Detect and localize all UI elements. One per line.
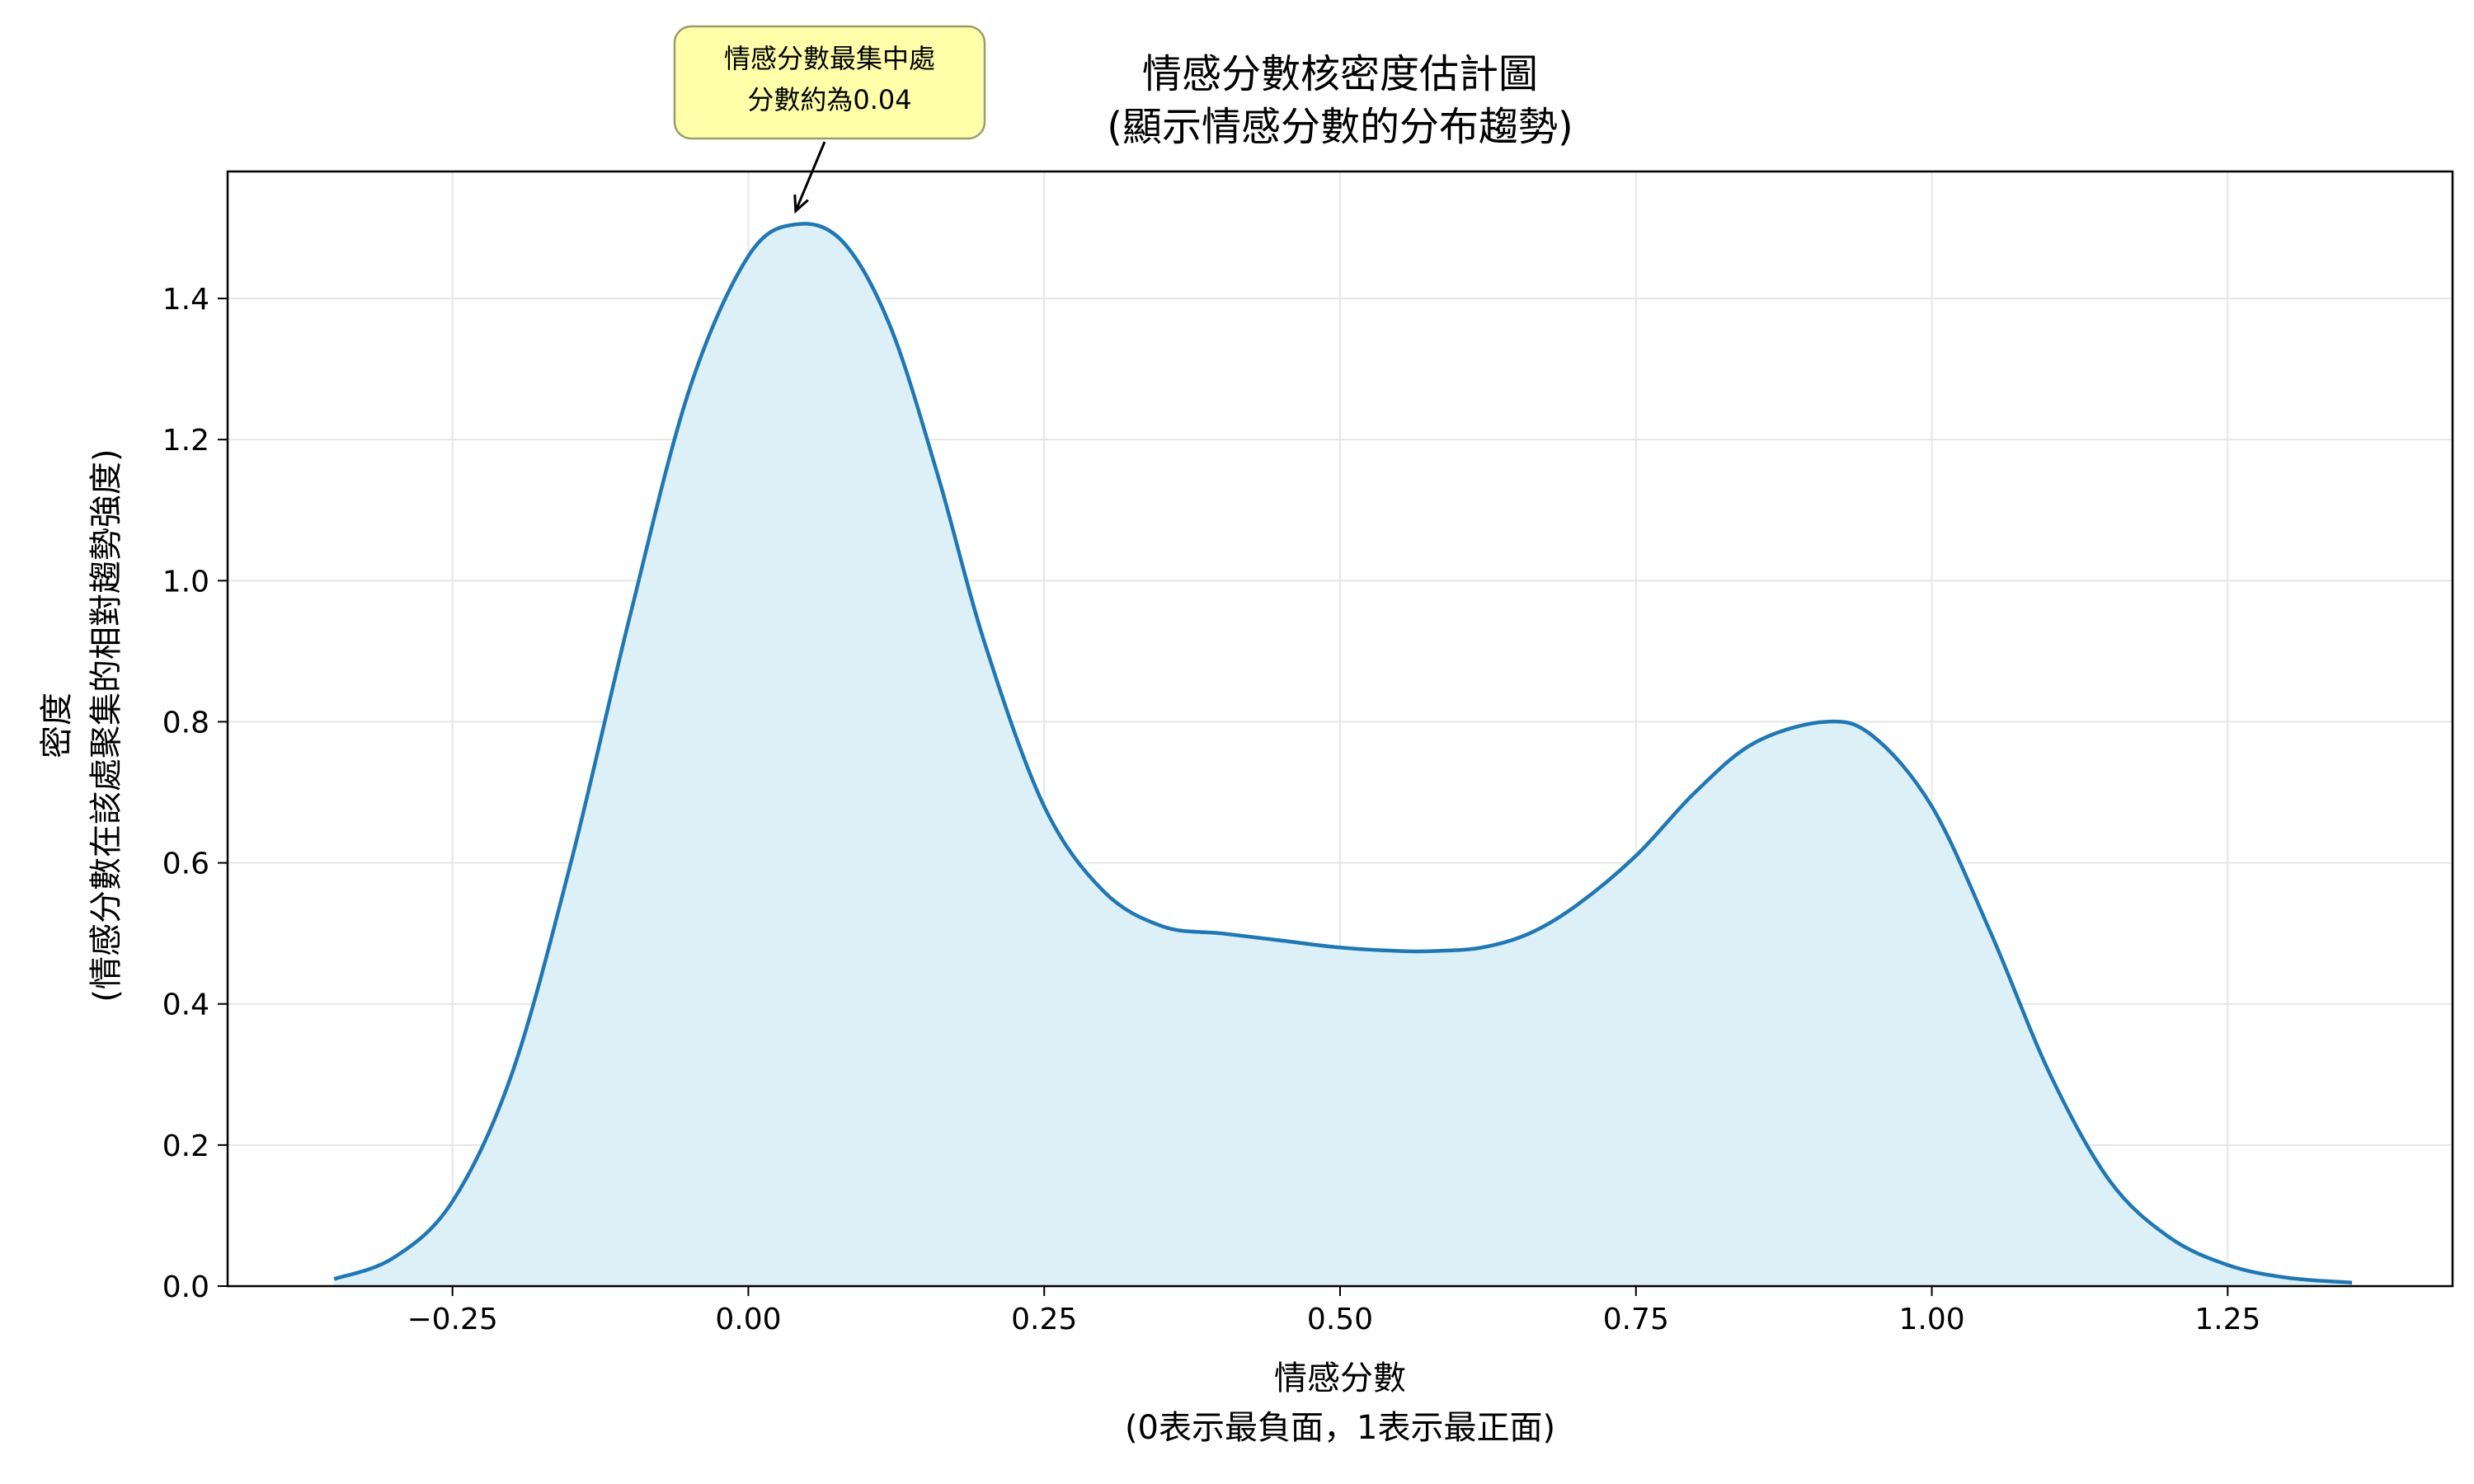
x-tick-label: 0.00 [715, 1303, 781, 1336]
x-axis-label-line2: (0表示最負面，1表示最正面) [1125, 1409, 1555, 1447]
x-tick-label: 0.50 [1307, 1303, 1373, 1336]
density-fill-area [334, 223, 2353, 1287]
x-tick-label: −0.25 [407, 1303, 498, 1336]
y-tick-label: 0.4 [162, 989, 209, 1022]
x-axis-label-line1: 情感分數 [1274, 1360, 1406, 1397]
annotation-arrow-head [793, 194, 809, 214]
peak-annotation: 情感分數最集中處 分數約為0.04 [673, 25, 986, 214]
x-axis-ticks: −0.25 0.00 0.25 0.50 0.75 1.00 1.25 [407, 1286, 2260, 1336]
density-curve [333, 222, 2353, 1284]
annotation-text-line2: 分數約為0.04 [747, 84, 911, 115]
y-axis-ticks: 0.0 0.2 0.4 0.6 0.8 1.0 1.2 1.4 [162, 283, 228, 1304]
y-tick-label: 0.2 [162, 1129, 209, 1163]
annotation-box [673, 25, 986, 140]
y-tick-label: 1.2 [162, 424, 209, 458]
x-tick-label: 0.25 [1011, 1303, 1077, 1336]
chart-title-line1: 情感分數核密度估計圖 [1142, 51, 1538, 97]
y-tick-label: 1.4 [162, 283, 209, 317]
annotation-text-line1: 情感分數最集中處 [724, 43, 935, 74]
y-tick-label: 0.0 [162, 1270, 209, 1304]
y-axis-label-line1: 密度 [38, 693, 76, 758]
annotation-arrow-line [794, 141, 826, 212]
x-tick-label: 1.00 [1898, 1303, 1964, 1336]
chart-title-line2: (顯示情感分數的分布趨勢) [1107, 104, 1573, 150]
y-tick-label: 0.6 [162, 848, 209, 881]
y-axis-label-line2: (情感分數在該處聚集的相對趨勢強度) [87, 448, 125, 1002]
y-tick-label: 1.0 [162, 565, 209, 599]
y-tick-label: 0.8 [162, 706, 209, 740]
x-tick-label: 0.75 [1603, 1303, 1669, 1336]
x-tick-label: 1.25 [2194, 1303, 2260, 1336]
